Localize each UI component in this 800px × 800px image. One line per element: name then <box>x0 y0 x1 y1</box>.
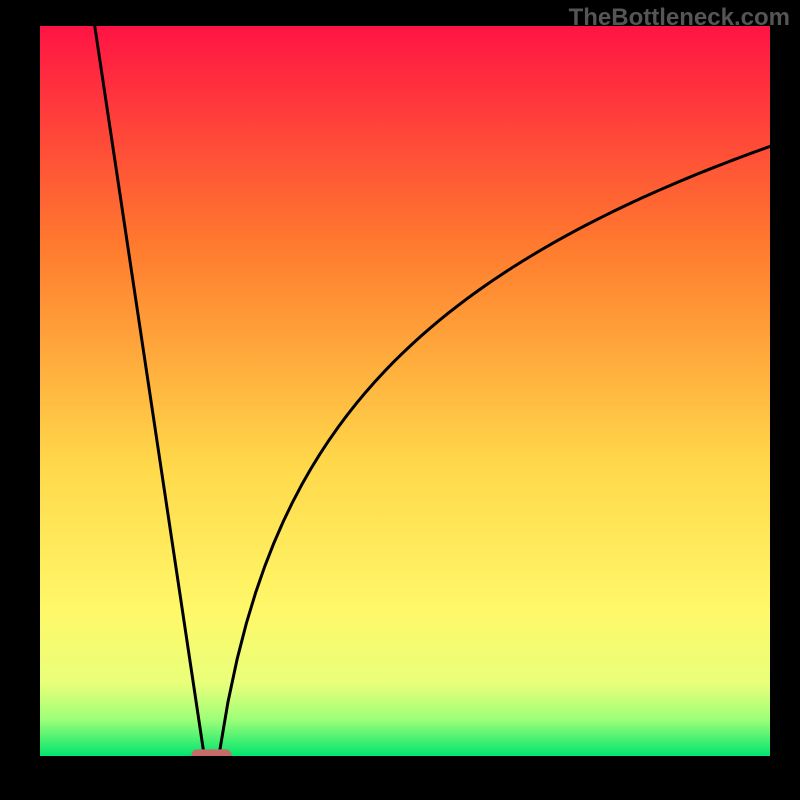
bottleneck-chart <box>40 26 770 756</box>
chart-frame: TheBottleneck.com <box>0 0 800 800</box>
watermark-text: TheBottleneck.com <box>569 4 790 32</box>
valley-marker <box>191 749 231 756</box>
